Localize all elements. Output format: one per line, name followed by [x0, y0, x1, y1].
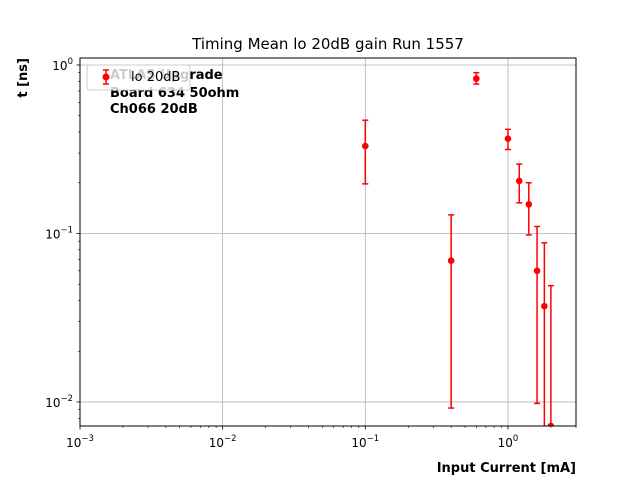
legend-label: lo 20dB	[131, 70, 180, 85]
data-marks	[361, 71, 555, 426]
point-marker	[533, 267, 541, 275]
data-point	[547, 284, 555, 426]
data-point	[541, 242, 548, 426]
data-point	[504, 128, 512, 151]
point-marker	[472, 75, 480, 82]
point-marker	[447, 257, 455, 264]
data-point	[533, 225, 541, 405]
grid	[80, 58, 576, 426]
data-point	[447, 214, 455, 409]
annotation-line-3: Ch066 20dB	[110, 102, 198, 117]
data-point	[525, 181, 533, 236]
point-marker	[504, 135, 512, 143]
data-point	[515, 163, 523, 204]
data-point	[472, 71, 480, 85]
legend-box	[86, 64, 191, 91]
chart-title: Timing Mean lo 20dB gain Run 1557	[191, 35, 464, 53]
point-marker	[541, 302, 548, 310]
point-marker	[361, 142, 369, 150]
point-marker	[515, 177, 523, 185]
point-marker	[547, 422, 555, 426]
legend-marker	[102, 69, 110, 85]
data-point	[361, 119, 369, 185]
plot-frame	[79, 57, 577, 427]
legend: lo 20dB	[86, 64, 191, 91]
x-axis-label: Input Current [mA]	[437, 461, 576, 476]
y-axis-label: t [ns]	[16, 58, 31, 98]
point-marker	[525, 200, 533, 208]
